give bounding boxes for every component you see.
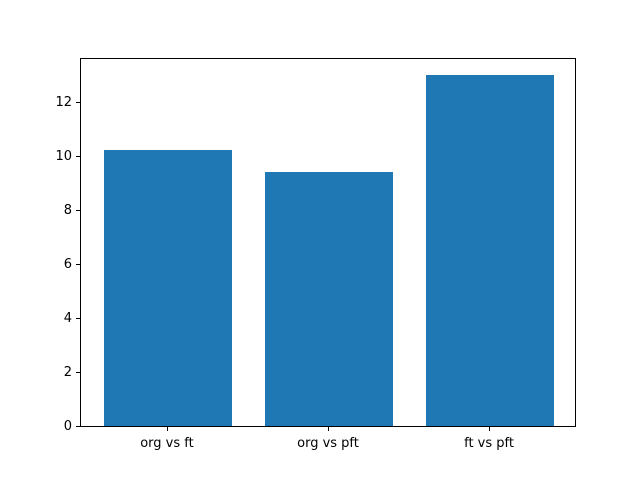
x-tick-label: org vs pft (297, 436, 359, 451)
y-tick-label: 10 (55, 148, 72, 164)
y-tick-label: 6 (63, 256, 72, 272)
x-tick-mark (166, 427, 168, 431)
y-tick-mark (76, 155, 80, 157)
x-tick-mark (328, 427, 329, 431)
x-tick-label: org vs ft (140, 436, 194, 451)
y-tick-label: 2 (63, 364, 72, 380)
plot-area (80, 58, 576, 427)
y-tick-label: 8 (63, 202, 72, 218)
y-tick-mark (76, 426, 80, 427)
bar-org-vs-pft (264, 171, 394, 426)
bar-ft-vs-pft (425, 74, 555, 426)
y-tick-mark (76, 209, 80, 211)
y-tick-label: 12 (55, 94, 72, 110)
y-tick-label: 4 (63, 310, 72, 326)
x-tick-label: ft vs pft (464, 436, 514, 451)
y-tick-mark (76, 317, 80, 319)
y-tick-mark (76, 101, 80, 103)
y-tick-label: 0 (63, 419, 72, 434)
y-tick-mark (76, 371, 80, 373)
bar-org-vs-ft (103, 150, 233, 426)
x-tick-mark (489, 427, 491, 431)
y-tick-mark (76, 263, 80, 265)
